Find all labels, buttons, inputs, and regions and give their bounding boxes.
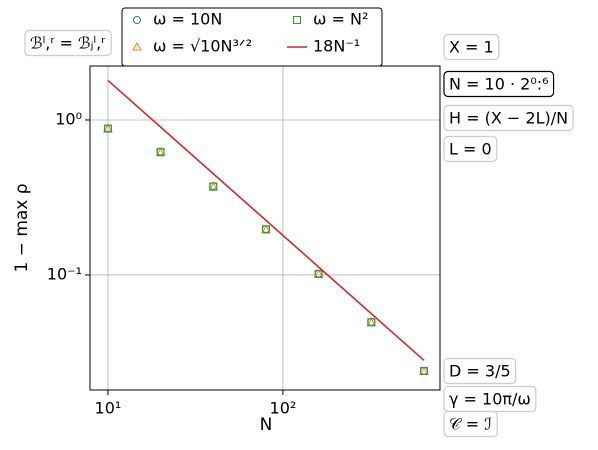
legend-label: ω = 10N	[153, 10, 222, 29]
annotation-box	[443, 357, 517, 385]
annotation: ℬˡ,ʳ = ℬⱼˡ,ʳ	[30, 34, 106, 53]
y-tick-label: 10⁻¹	[47, 264, 82, 283]
legend-marker	[133, 16, 141, 24]
data-point	[209, 182, 218, 191]
x-axis-label: N	[260, 415, 273, 435]
annotation: L = 0	[449, 140, 492, 159]
annotation: N = 10 · 2⁰:⁶	[449, 75, 549, 94]
legend-label: ω = N²	[313, 10, 368, 29]
annotation-box	[443, 410, 498, 438]
data-point	[156, 148, 165, 157]
annotation: γ = 10π/ω	[449, 390, 531, 409]
legend-label: 18N⁻¹	[313, 37, 360, 56]
x-tick-label: 10²	[270, 399, 297, 418]
annotation-box	[443, 104, 574, 132]
y-tick-label: 10⁰	[55, 109, 82, 128]
annotation-box	[443, 135, 498, 163]
y-axis-label: 1 − max ρ	[12, 183, 32, 272]
data-point	[314, 269, 323, 278]
x-tick-label: 10¹	[95, 399, 122, 418]
annotation: H = (X − 2L)/N	[449, 109, 568, 128]
annotation: 𝒞 = ℐ	[449, 415, 492, 434]
legend-box	[121, 7, 383, 67]
annotation: D = 3/5	[449, 362, 511, 381]
annotation: X = 1	[449, 38, 494, 57]
legend-marker	[132, 41, 142, 51]
annotation-box	[443, 70, 555, 98]
data-point	[103, 124, 112, 133]
fit-line	[107, 79, 425, 361]
data-point	[419, 367, 428, 376]
annotation-box	[24, 29, 112, 57]
data-point	[261, 225, 270, 234]
data-point	[367, 318, 376, 327]
legend-label: ω = √10N³ᐟ²	[153, 37, 252, 56]
legend-marker	[293, 16, 301, 24]
annotation-box	[443, 33, 500, 61]
